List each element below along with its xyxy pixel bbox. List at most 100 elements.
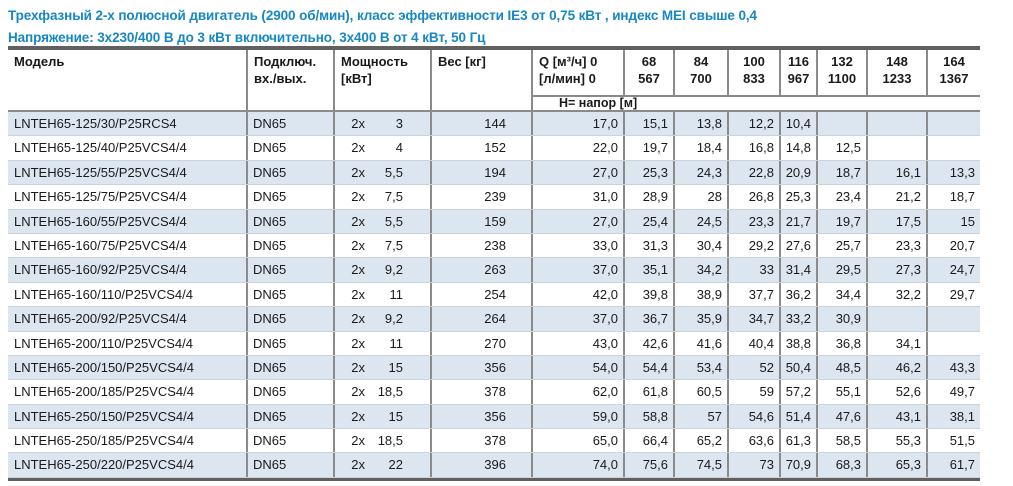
weight-cell: 378 <box>430 429 531 453</box>
power-value: 18,5 <box>377 384 403 400</box>
power-cell: 2x 18,5 <box>333 380 430 404</box>
head-value-cell: 18,4 <box>673 136 727 160</box>
head-value-cell <box>926 112 980 136</box>
head-value-cell <box>866 136 926 160</box>
column-header-flow: 164 1367 <box>926 50 980 95</box>
column-header-flow: 116 967 <box>779 50 816 95</box>
head-value-cell: 25,3 <box>779 185 816 209</box>
head-value-cell <box>926 307 980 331</box>
head-value-cell: 35,9 <box>673 307 727 331</box>
head-value-cell: 46,2 <box>866 355 926 380</box>
head-value-cell: 25,4 <box>623 209 673 233</box>
head-value-cell: 21,7 <box>779 209 816 233</box>
column-header-power-line1: Мощность <box>341 54 408 69</box>
head-value-cell <box>816 112 866 136</box>
head-value-cell: 16,1 <box>866 160 926 185</box>
weight-cell: 239 <box>430 185 531 209</box>
head-value-cell: 65,3 <box>866 453 926 477</box>
power-value: 22 <box>388 457 403 473</box>
power-prefix: 2x <box>351 457 365 473</box>
connection-cell: DN65 <box>246 136 333 160</box>
head-value-cell: 59 <box>727 380 779 404</box>
weight-cell: 396 <box>430 453 531 477</box>
power-prefix: 2x <box>351 213 365 229</box>
model-cell: LNTEH65-200/110/P25VCS4/4 <box>14 335 193 351</box>
flow-m3h-value: 116 <box>788 54 809 69</box>
power-cell: 2x 15 <box>333 355 430 380</box>
head-value-cell: 33,0 <box>531 233 623 258</box>
power-value: 5,5 <box>384 213 403 229</box>
head-value-cell: 19,7 <box>623 136 673 160</box>
column-header-flow: 148 1233 <box>866 50 926 95</box>
column-header-connection-line2: вх./вых. <box>254 71 307 86</box>
head-value-cell: 61,7 <box>926 453 980 477</box>
model-cell: LNTEH65-160/75/P25VCS4/4 <box>14 237 187 253</box>
power-prefix: 2x <box>351 335 365 351</box>
table-row: LNTEH65-250/220/P25VCS4/4 DN65 2x 22 396… <box>8 453 980 478</box>
column-header-power-line2: [кВт] <box>341 71 372 86</box>
head-value-cell: 52,6 <box>866 380 926 404</box>
head-value-cell: 34,2 <box>673 258 727 282</box>
head-value-cell: 37,0 <box>531 307 623 331</box>
head-value-cell: 22,8 <box>727 160 779 185</box>
head-value-cell <box>926 136 980 160</box>
head-value-cell: 27,3 <box>866 258 926 282</box>
connection-cell: DN65 <box>246 404 333 429</box>
head-value-cell <box>866 112 926 136</box>
model-cell: LNTEH65-250/220/P25VCS4/4 <box>14 457 194 473</box>
head-value-cell: 10,4 <box>779 112 816 136</box>
flow-m3h-value: 148 <box>886 54 908 69</box>
head-value-cell: 48,5 <box>816 355 866 380</box>
head-value-cell: 31,3 <box>623 233 673 258</box>
power-cell: 2x 11 <box>333 282 430 307</box>
connection-cell: DN65 <box>246 453 333 477</box>
head-value-cell: 41,6 <box>673 331 727 355</box>
column-header-weight: Вес [кг] <box>430 50 531 110</box>
head-value-cell: 37,7 <box>727 282 779 307</box>
model-cell: LNTEH65-160/55/P25VCS4/4 <box>14 213 187 229</box>
power-cell: 2x 22 <box>333 453 430 477</box>
table-row: LNTEH65-250/185/P25VCS4/4 DN65 2x 18,5 3… <box>8 429 980 454</box>
power-cell: 2x 7,5 <box>333 233 430 258</box>
head-value-cell: 23,3 <box>727 209 779 233</box>
column-header-power: Мощность [кВт] <box>333 50 430 110</box>
head-value-cell: 31,0 <box>531 185 623 209</box>
flow-lmin-value: 833 <box>743 71 765 86</box>
head-value-cell: 13,8 <box>673 112 727 136</box>
weight-cell: 378 <box>430 380 531 404</box>
power-cell: 2x 18,5 <box>333 429 430 453</box>
model-cell: LNTEH65-160/92/P25VCS4/4 <box>14 262 187 278</box>
head-value-cell: 62,0 <box>531 380 623 404</box>
power-value: 11 <box>389 335 404 351</box>
head-value-cell: 29,5 <box>816 258 866 282</box>
head-value-cell: 30,4 <box>673 233 727 258</box>
power-value: 18,5 <box>377 433 403 449</box>
column-header-flow-zero-line2: [л/мин] 0 <box>539 71 596 86</box>
flow-lmin-value: 1100 <box>827 71 857 86</box>
table-row: LNTEH65-200/185/P25VCS4/4 DN65 2x 18,5 3… <box>8 380 980 405</box>
table-row: LNTEH65-125/75/P25VCS4/4 DN65 2x 7,5 239… <box>8 185 980 210</box>
head-value-cell: 34,4 <box>816 282 866 307</box>
connection-cell: DN65 <box>246 282 333 307</box>
table-body: LNTEH65-125/30/P25RCS4 DN65 2x 3 144 17,… <box>8 112 980 478</box>
power-prefix: 2x <box>351 140 365 156</box>
head-value-cell: 43,3 <box>926 355 980 380</box>
head-value-cell: 52 <box>727 355 779 380</box>
table-row: LNTEH65-125/55/P25VCS4/4 DN65 2x 5,5 194… <box>8 160 980 186</box>
head-value-cell: 35,1 <box>623 258 673 282</box>
head-value-cell: 27,6 <box>779 233 816 258</box>
model-cell: LNTEH65-250/150/P25VCS4/4 <box>14 408 194 424</box>
title-line-1: Трехфазный 2-х полюсной двигатель (2900 … <box>8 8 757 23</box>
power-value: 7,5 <box>384 237 403 253</box>
head-row-label: Н= напор [м] <box>531 95 980 110</box>
table-row: LNTEH65-160/110/P25VCS4/4 DN65 2x 11 254… <box>8 282 980 308</box>
model-cell: LNTEH65-200/150/P25VCS4/4 <box>14 359 194 375</box>
flow-lmin-value: 1367 <box>939 71 969 86</box>
power-cell: 2x 9,2 <box>333 258 430 282</box>
head-value-cell: 38,1 <box>926 404 980 429</box>
head-value-cell: 42,6 <box>623 331 673 355</box>
head-value-cell: 74,0 <box>531 453 623 477</box>
head-value-cell: 20,7 <box>926 233 980 258</box>
table-bottom-border <box>8 477 980 481</box>
